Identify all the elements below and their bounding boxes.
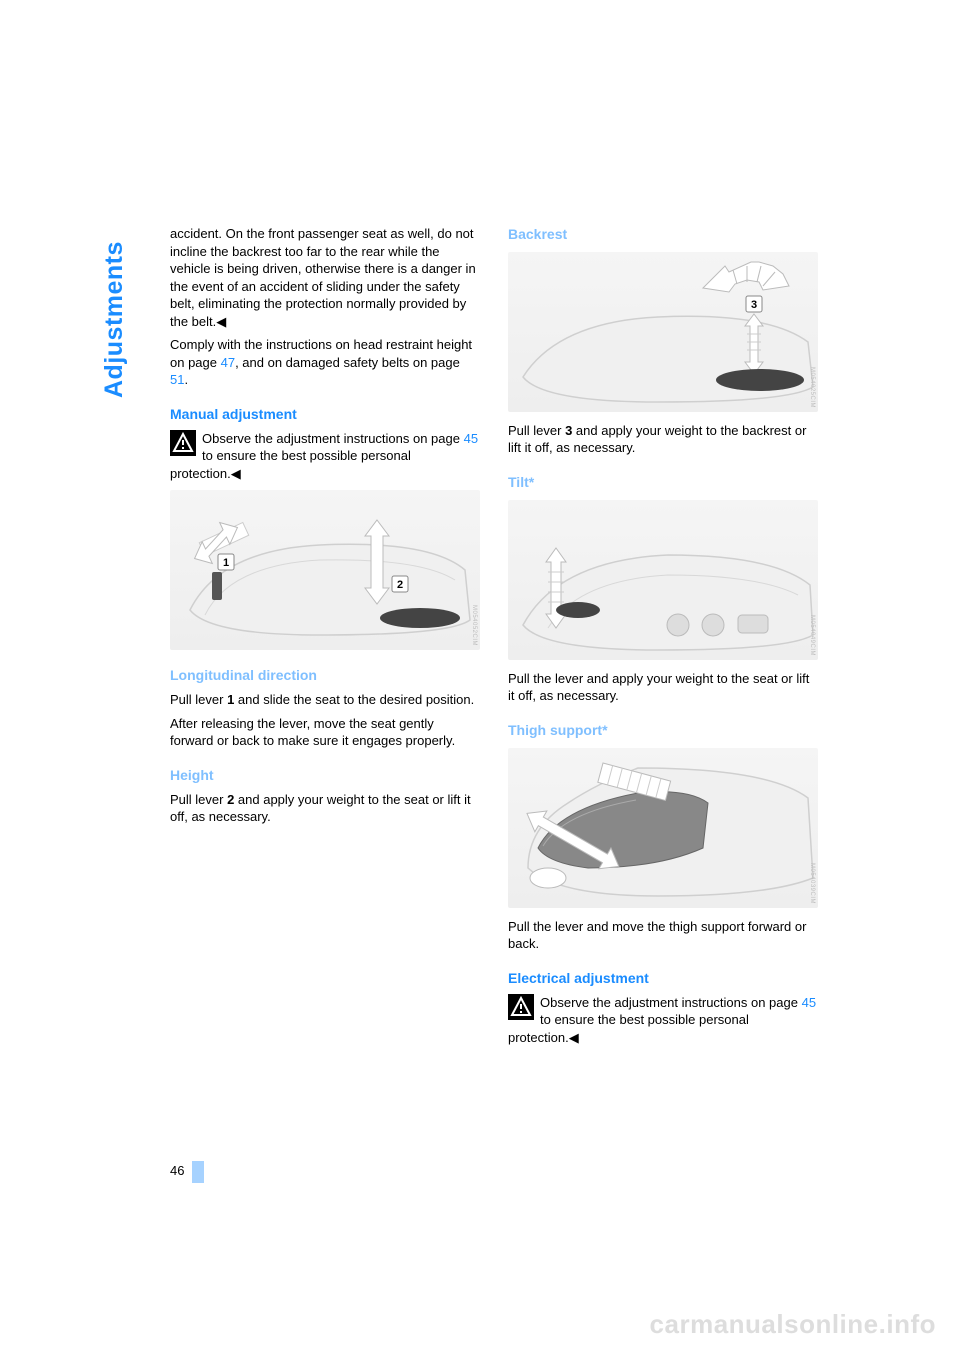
fig-label-3: 3 (751, 299, 757, 311)
fig-label-1: 1 (223, 557, 229, 569)
text: and slide the seat to the desired positi… (234, 692, 474, 707)
text: Pull lever (508, 423, 565, 438)
heading-electrical: Electrical adjustment (508, 969, 818, 988)
figure-code: M054052CIM (470, 605, 478, 646)
content-columns: accident. On the front passenger seat as… (170, 225, 830, 1052)
intro-paragraph: accident. On the front passenger seat as… (170, 225, 480, 330)
instructions-paragraph: Comply with the instructions on head res… (170, 336, 480, 389)
page-link-45[interactable]: 45 (802, 995, 816, 1010)
heading-thigh: Thigh support* (508, 721, 818, 740)
para-height: Pull lever 2 and apply your weight to th… (170, 791, 480, 826)
intro-text: accident. On the front passenger seat as… (170, 226, 476, 329)
fig-label-2: 2 (397, 579, 403, 591)
page-link-51[interactable]: 51 (170, 372, 184, 387)
warning-block: Observe the adjustment instructions on p… (170, 430, 480, 483)
side-title: Adjustments (100, 241, 129, 398)
warning-icon (508, 994, 534, 1020)
text: , and on damaged safety belts on page (235, 355, 460, 370)
heading-tilt: Tilt* (508, 473, 818, 492)
figure-code: M054049CIM (808, 615, 816, 656)
text: Observe the adjustment instructions on p… (540, 995, 802, 1010)
para-longitudinal-1: Pull lever 1 and slide the seat to the d… (170, 691, 480, 709)
warning-block-electrical: Observe the adjustment instructions on p… (508, 994, 818, 1047)
heading-manual-adjustment: Manual adjustment (170, 405, 480, 424)
heading-height: Height (170, 766, 480, 785)
para-tilt: Pull the lever and apply your weight to … (508, 670, 818, 705)
page-number-bar (192, 1161, 204, 1183)
right-column: Backrest 3 (508, 225, 818, 1052)
para-thigh: Pull the lever and move the thigh suppor… (508, 918, 818, 953)
text: Observe the adjustment instructions on p… (202, 431, 464, 446)
page-link-45[interactable]: 45 (464, 431, 478, 446)
text: to ensure the best possible personal pro… (508, 1012, 749, 1045)
text: Pull lever (170, 692, 227, 707)
figure-backrest: 3 M054025CIM (508, 252, 818, 412)
heading-backrest: Backrest (508, 225, 818, 244)
warning-text: Observe the adjustment instructions on p… (508, 994, 818, 1047)
figure-thigh: M054039CIM (508, 748, 818, 908)
page-number: 46 (170, 1163, 184, 1178)
watermark: carmanualsonline.info (650, 1309, 936, 1340)
text: . (184, 372, 188, 387)
para-backrest: Pull lever 3 and apply your weight to th… (508, 422, 818, 457)
left-column: accident. On the front passenger seat as… (170, 225, 480, 1052)
figure-code: M054039CIM (808, 863, 816, 904)
text: Pull lever (170, 792, 227, 807)
heading-longitudinal: Longitudinal direction (170, 666, 480, 685)
warning-text: Observe the adjustment instructions on p… (170, 430, 480, 483)
page: Adjustments accident. On the front passe… (0, 0, 960, 1358)
figure-tilt: M054049CIM (508, 500, 818, 660)
para-longitudinal-2: After releasing the lever, move the seat… (170, 715, 480, 750)
page-link-47[interactable]: 47 (221, 355, 235, 370)
warning-icon (170, 430, 196, 456)
text: to ensure the best possible personal pro… (170, 448, 411, 481)
figure-code: M054025CIM (808, 367, 816, 408)
figure-seat-manual: 1 2 M054052CIM (170, 490, 480, 650)
